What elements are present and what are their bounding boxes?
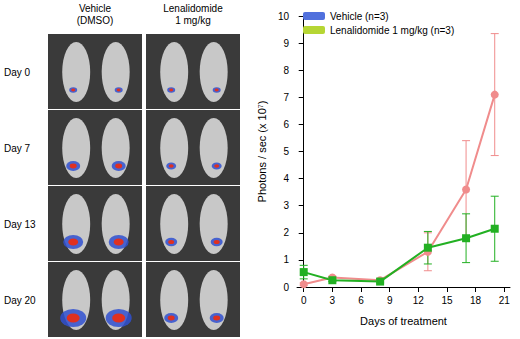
svg-text:Day 0: Day 0 — [4, 67, 31, 78]
svg-text:Photons / sec (x 10⁷): Photons / sec (x 10⁷) — [256, 101, 268, 203]
svg-text:18: 18 — [470, 295, 482, 306]
svg-text:(DMSO): (DMSO) — [77, 15, 114, 26]
svg-text:3: 3 — [330, 295, 336, 306]
svg-text:Day 7: Day 7 — [4, 143, 31, 154]
svg-text:4: 4 — [283, 173, 289, 184]
svg-text:3: 3 — [283, 200, 289, 211]
svg-text:Lenalidomide 1 mg/kg (n=3): Lenalidomide 1 mg/kg (n=3) — [330, 25, 454, 36]
svg-text:5: 5 — [283, 146, 289, 157]
svg-text:1 mg/kg: 1 mg/kg — [175, 15, 211, 26]
svg-text:0: 0 — [301, 295, 307, 306]
svg-text:9: 9 — [283, 38, 289, 49]
svg-text:Day 13: Day 13 — [4, 219, 36, 230]
svg-text:15: 15 — [441, 295, 453, 306]
svg-text:Day 20: Day 20 — [4, 295, 36, 306]
svg-text:Vehicle: Vehicle — [79, 3, 112, 14]
svg-text:Days of treatment: Days of treatment — [360, 315, 447, 327]
svg-text:8: 8 — [283, 65, 289, 76]
svg-text:2: 2 — [283, 227, 289, 238]
svg-text:6: 6 — [283, 119, 289, 130]
svg-text:1: 1 — [283, 254, 289, 265]
svg-text:10: 10 — [278, 11, 290, 22]
svg-text:9: 9 — [387, 295, 393, 306]
svg-text:6: 6 — [358, 295, 364, 306]
svg-text:7: 7 — [283, 92, 289, 103]
svg-text:0: 0 — [283, 282, 289, 293]
svg-text:Vehicle (n=3): Vehicle (n=3) — [330, 11, 389, 22]
svg-text:21: 21 — [499, 295, 511, 306]
svg-text:12: 12 — [413, 295, 425, 306]
svg-text:Lenalidomide: Lenalidomide — [163, 3, 223, 14]
